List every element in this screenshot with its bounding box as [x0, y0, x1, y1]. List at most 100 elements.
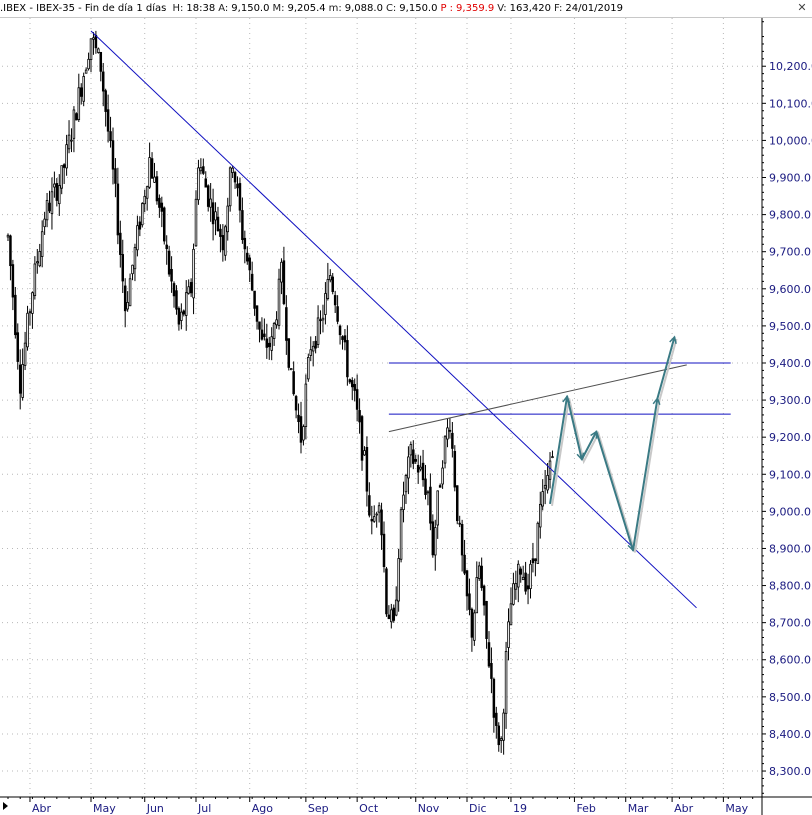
candle-body [524, 572, 527, 592]
candle-body [267, 342, 271, 348]
candle-body [131, 264, 134, 275]
candle-body [101, 71, 105, 92]
y-tick-label: 8,700.0 [769, 617, 811, 630]
candle-body [463, 554, 466, 574]
candle-body [316, 317, 320, 345]
candle-body [426, 491, 430, 494]
candle-body [150, 158, 154, 179]
candle-body [114, 168, 117, 184]
candle-body [358, 410, 361, 423]
candle-body [329, 275, 332, 281]
candle-body [45, 200, 49, 221]
candle-body [67, 134, 71, 150]
y-tick-label: 10,200.0 [769, 60, 812, 73]
candle-body [187, 286, 190, 294]
x-tick-label: May [725, 802, 748, 815]
field-key: P : [440, 3, 454, 14]
candle-body [285, 307, 288, 341]
field-value: 9,150.0 [231, 3, 270, 14]
y-axis: 8,300.0 8,400.0 8,500.0 8,600.0 8,700.0 8,800… [761, 18, 812, 815]
candle-body [14, 294, 17, 336]
projection-line[interactable] [549, 336, 676, 552]
candle-body [380, 509, 383, 536]
field-key: V: [497, 3, 507, 14]
candle-body [172, 283, 176, 297]
candle-body [87, 58, 90, 70]
candle-body [531, 558, 535, 564]
candle-body [72, 109, 76, 139]
x-tick-label: Dic [469, 802, 487, 815]
candle-body [16, 332, 20, 362]
candle-body [197, 167, 200, 201]
projection-shadow [551, 338, 678, 553]
y-tick-label: 9,500.0 [769, 320, 811, 333]
projection-path [549, 335, 678, 553]
candle-body [177, 308, 181, 325]
candle-body [204, 178, 208, 188]
candle-body [382, 533, 386, 568]
projection-arrowhead [576, 452, 585, 461]
candle-body [512, 583, 515, 605]
x-tick-label: Nov [418, 802, 440, 815]
close-icon[interactable]: ✕ [797, 1, 807, 14]
candle-body [250, 273, 254, 291]
candle-body [441, 467, 444, 485]
candle-body [6, 234, 10, 238]
y-tick-label: 8,900.0 [769, 542, 811, 555]
candle-body [314, 340, 317, 349]
candle-body [551, 456, 554, 459]
candle-body [529, 563, 532, 589]
candle-body [84, 69, 88, 74]
candle-body [133, 247, 137, 270]
candle-body [311, 345, 315, 352]
candle-body [482, 585, 486, 606]
field-value: 163,420 [509, 3, 551, 14]
y-tick-label: 10,000.0 [769, 134, 812, 147]
candle-body [346, 340, 349, 378]
y-tick-label: 9,400.0 [769, 357, 811, 370]
candle-body [138, 221, 142, 230]
candle-body [75, 113, 78, 121]
candle-body [48, 202, 51, 212]
field-value: 24/01/2019 [565, 3, 623, 14]
candle-body [348, 379, 352, 383]
candle-body [38, 251, 41, 267]
candle-body [429, 486, 432, 524]
candle-body [155, 176, 159, 202]
candle-body [265, 338, 269, 348]
candle-body [421, 462, 425, 481]
x-tick-label: May [93, 802, 116, 815]
candle-body [202, 166, 205, 174]
field-value: 18:38 [186, 3, 216, 14]
candle-body [226, 205, 229, 233]
candle-body [258, 321, 261, 330]
candlesticks [6, 30, 554, 755]
candle-body [534, 558, 537, 562]
candle-body [504, 651, 508, 714]
candle-body [184, 292, 188, 316]
candle-body [89, 38, 93, 60]
candle-body [50, 191, 54, 214]
candle-body [192, 248, 195, 299]
candle-body [31, 292, 34, 314]
candle-body [175, 290, 178, 310]
candle-body [65, 144, 68, 169]
candle-body [487, 642, 491, 667]
candle-body [136, 225, 139, 251]
candle-body [99, 52, 103, 72]
rising-trendline[interactable] [388, 364, 687, 433]
candle-body [343, 335, 347, 343]
candle-body [526, 585, 530, 590]
descending-trendline[interactable] [90, 30, 697, 609]
field-key: F: [553, 3, 563, 14]
candle-body [23, 342, 27, 366]
candle-body [121, 254, 125, 282]
x-tick-label: Abr [32, 802, 52, 815]
x-tick-label: Mar [628, 802, 649, 815]
scroll-left-arrow-icon[interactable] [0, 798, 10, 814]
candle-body [495, 712, 498, 726]
candle-body [424, 478, 427, 495]
candle-body [119, 232, 122, 255]
